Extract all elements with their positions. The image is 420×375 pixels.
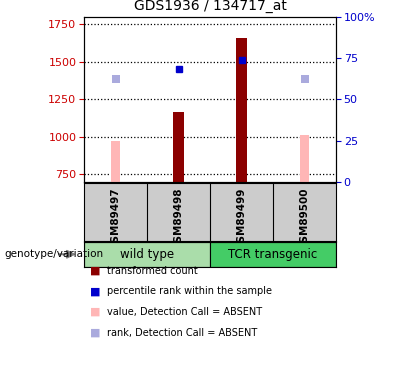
Text: ■: ■ <box>90 328 101 338</box>
Bar <box>236 38 247 182</box>
Text: TCR transgenic: TCR transgenic <box>228 248 318 261</box>
Bar <box>300 135 309 182</box>
Text: ■: ■ <box>90 307 101 317</box>
Bar <box>84 242 210 267</box>
Bar <box>173 112 184 182</box>
Text: GSM89499: GSM89499 <box>236 187 247 250</box>
Text: transformed count: transformed count <box>107 266 198 276</box>
Bar <box>111 141 120 182</box>
Text: ■: ■ <box>90 286 101 296</box>
Text: wild type: wild type <box>120 248 174 261</box>
Title: GDS1936 / 134717_at: GDS1936 / 134717_at <box>134 0 286 13</box>
Text: GSM89500: GSM89500 <box>299 187 310 250</box>
Text: GSM89498: GSM89498 <box>173 187 184 250</box>
Text: ■: ■ <box>90 266 101 276</box>
Text: genotype/variation: genotype/variation <box>4 249 103 259</box>
Bar <box>210 242 336 267</box>
Text: GSM89497: GSM89497 <box>110 187 121 250</box>
Text: rank, Detection Call = ABSENT: rank, Detection Call = ABSENT <box>107 328 257 338</box>
Text: percentile rank within the sample: percentile rank within the sample <box>107 286 272 296</box>
Text: value, Detection Call = ABSENT: value, Detection Call = ABSENT <box>107 307 262 317</box>
